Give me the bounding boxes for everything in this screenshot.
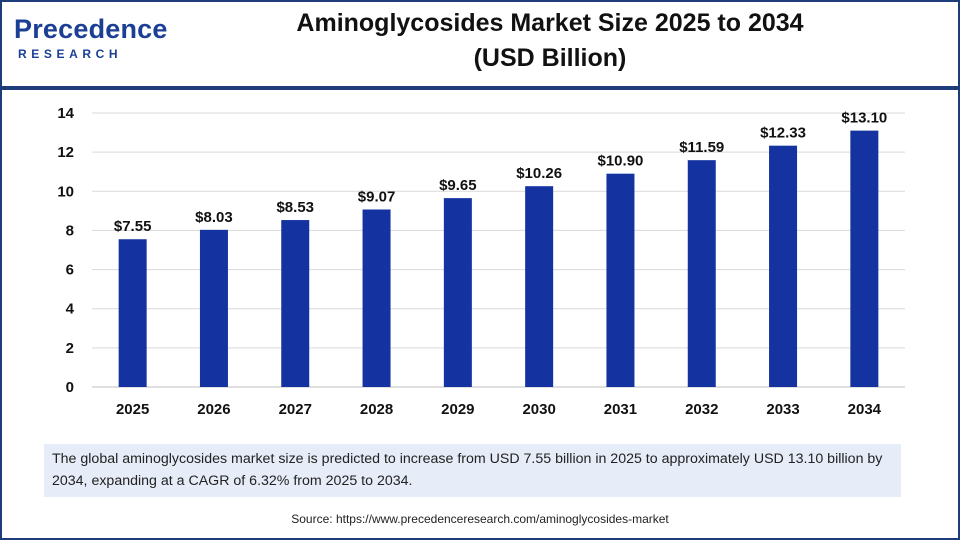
bar [850, 130, 879, 387]
data-label: $11.59 [679, 139, 724, 156]
x-tick-label: 2029 [441, 401, 474, 418]
chart-title: Aminoglycosides Market Size 2025 to 2034… [230, 6, 870, 76]
x-tick-label: 2026 [197, 401, 230, 418]
bar [525, 186, 554, 387]
y-tick-label: 10 [57, 183, 74, 200]
x-tick-label: 2031 [604, 401, 637, 418]
data-label: $10.26 [516, 165, 562, 182]
chart-title-line2: (USD Billion) [473, 44, 627, 72]
data-label: $8.03 [195, 209, 233, 226]
x-tick-label: 2032 [685, 401, 718, 418]
header-divider [2, 86, 958, 90]
x-tick-label: 2027 [279, 401, 312, 418]
bar [199, 229, 228, 387]
bar-chart: 0 2 4 6 8 10 12 14 $7.55 2025 $8.03 2026 $8.53 2027 $9… [57, 105, 905, 418]
chart-title-line1: Aminoglycosides Market Size 2025 to 2034 [296, 9, 804, 37]
bar [606, 173, 635, 387]
x-tick-label: 2033 [766, 401, 799, 418]
y-tick-label: 14 [57, 105, 74, 122]
y-tick-label: 2 [66, 340, 74, 357]
bar [362, 209, 391, 387]
precedence-research-logo: Precedence RESEARCH [14, 14, 174, 64]
data-label: $10.90 [598, 153, 644, 170]
logo-main-text: Precedence [14, 14, 168, 44]
data-label: $13.10 [841, 110, 887, 127]
data-label: $9.65 [439, 177, 477, 194]
bar [687, 160, 716, 387]
bar [769, 145, 798, 387]
x-tick-label: 2030 [522, 401, 555, 418]
data-label: $12.33 [760, 125, 806, 142]
logo-sub-text: RESEARCH [18, 47, 123, 61]
source-text: Source: https://www.precedenceresearch.c… [291, 512, 669, 526]
x-tick-label: 2034 [848, 401, 882, 418]
bar [118, 239, 147, 387]
bar [443, 198, 472, 387]
bar [281, 220, 310, 387]
y-tick-label: 4 [66, 301, 75, 318]
x-tick-label: 2025 [116, 401, 149, 418]
y-tick-label: 6 [66, 262, 74, 279]
summary-note: The global aminoglycosides market size i… [44, 444, 901, 497]
x-tick-label: 2028 [360, 401, 393, 418]
data-label: $7.55 [114, 218, 152, 235]
y-tick-label: 12 [57, 144, 74, 161]
data-label: $8.53 [276, 199, 314, 216]
y-tick-label: 0 [66, 379, 74, 396]
data-label: $9.07 [358, 188, 396, 205]
y-tick-label: 8 [66, 222, 74, 239]
